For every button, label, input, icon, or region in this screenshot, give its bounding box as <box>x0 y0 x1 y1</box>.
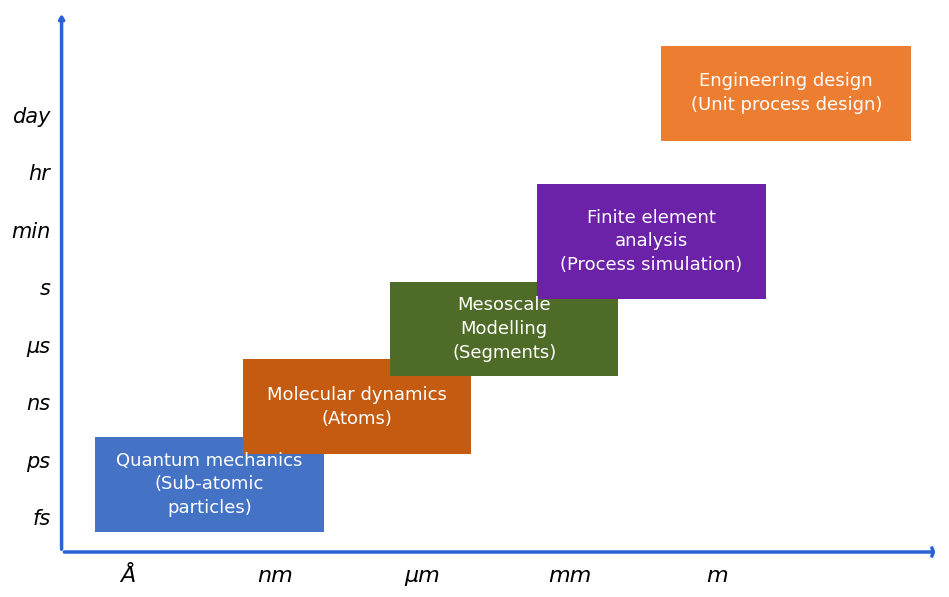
Text: Engineering design
(Unit process design): Engineering design (Unit process design) <box>691 72 882 114</box>
Text: Molecular dynamics
(Atoms): Molecular dynamics (Atoms) <box>267 386 447 427</box>
Bar <box>537 184 766 299</box>
Bar <box>661 45 911 140</box>
Text: Finite element
analysis
(Process simulation): Finite element analysis (Process simulat… <box>560 209 742 274</box>
Text: Quantum mechanics
(Sub-atomic
particles): Quantum mechanics (Sub-atomic particles) <box>117 452 303 517</box>
Bar <box>243 359 471 454</box>
Bar <box>390 282 619 377</box>
Bar <box>96 437 324 532</box>
Text: Mesoscale
Modelling
(Segments): Mesoscale Modelling (Segments) <box>452 297 556 362</box>
